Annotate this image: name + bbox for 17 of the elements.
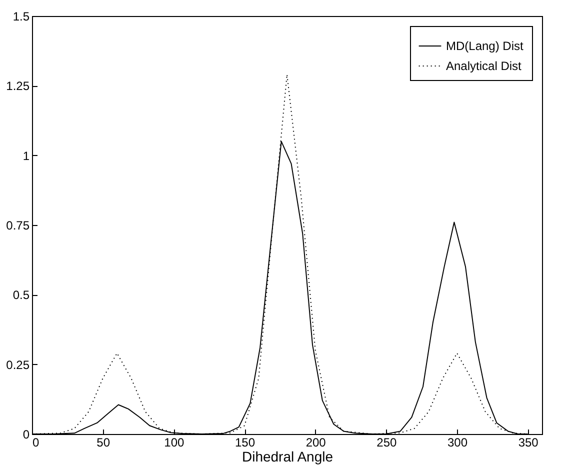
x-axis-title: Dihedral Angle — [242, 448, 334, 464]
y-tick-label: 0.5 — [12, 288, 30, 302]
y-tick-label: 0.25 — [6, 358, 30, 372]
legend-label: Analytical Dist — [446, 59, 522, 73]
legend-label: MD(Lang) Dist — [446, 39, 524, 53]
x-tick-label: 350 — [518, 436, 539, 450]
y-tick-label: 1.25 — [6, 79, 30, 94]
x-tick-label: 250 — [376, 436, 397, 450]
x-tick-label: 0 — [32, 436, 40, 450]
x-tick-label: 200 — [306, 436, 326, 450]
x-tick-label: 150 — [234, 436, 256, 450]
y-tick-label: 1 — [22, 148, 30, 163]
x-tick-label: 50 — [96, 436, 110, 450]
x-tick-label: 100 — [164, 436, 184, 450]
y-tick-label: 1.5 — [12, 10, 30, 24]
x-tick-label: 300 — [447, 436, 468, 450]
y-tick-label: 0.75 — [6, 218, 30, 232]
